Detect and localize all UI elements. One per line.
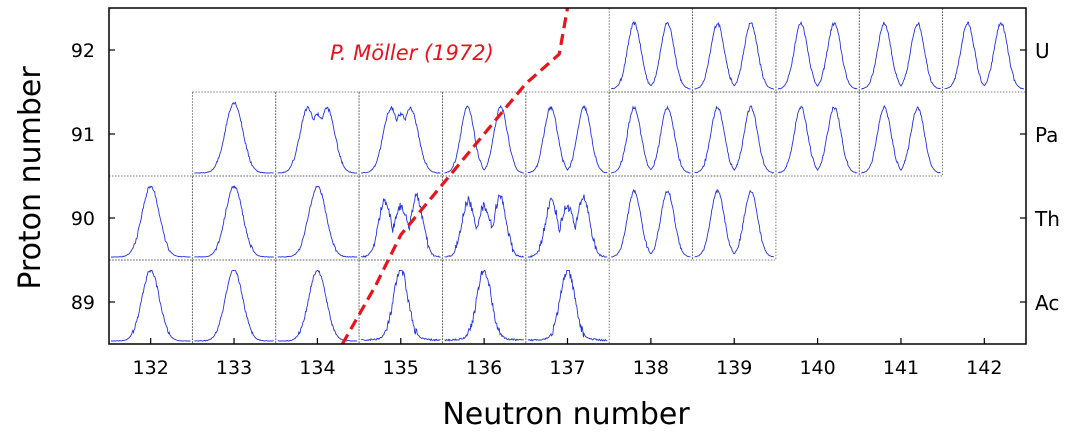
panel-curve-91-136 [444, 104, 524, 174]
panel-frame-91-134 [275, 91, 360, 177]
panel-curve-91-141 [861, 104, 941, 174]
panel-frame-89-132 [108, 259, 193, 345]
panel-frame-90-132 [108, 175, 193, 261]
panel-curve-90-134 [277, 185, 358, 258]
element-label-Pa: Pa [1035, 123, 1058, 147]
panel-frame-90-139 [692, 175, 777, 261]
y-tick-label-89: 89 [71, 292, 95, 314]
panel-frame-90-134 [275, 175, 360, 261]
panel-curve-89-134 [277, 269, 358, 342]
panel-frame-89-137 [525, 259, 610, 345]
moller-curve-layer [341, 7, 570, 345]
panel-frame-91-135 [358, 91, 443, 177]
x-tick-label-138: 138 [633, 357, 669, 379]
panel-frame-90-135 [358, 175, 443, 261]
panel-frame-90-137 [525, 175, 610, 261]
panel-curve-91-133 [194, 101, 274, 174]
panel-curve-89-133 [194, 269, 274, 342]
panel-curve-91-140 [777, 105, 858, 174]
panel-curve-89-137 [527, 269, 608, 342]
panel-curve-91-139 [694, 105, 774, 174]
panel-frame-89-133 [191, 259, 277, 345]
x-tick-label-133: 133 [216, 357, 252, 379]
x-tick-label-140: 140 [799, 357, 835, 379]
panel-curve-90-137 [527, 194, 608, 258]
x-ticks: 132 133 134 135 136 137 138 139 140 141 142 [133, 338, 1002, 379]
panel-frame-89-136 [442, 259, 527, 345]
panel-curve-92-140 [777, 20, 858, 90]
element-label-U: U [1035, 39, 1050, 63]
x-tick-label-142: 142 [966, 357, 1002, 379]
panel-curve-92-141 [861, 21, 941, 90]
panel-curve-90-139 [694, 188, 775, 258]
panel-curve-90-136 [444, 194, 524, 258]
x-tick-label-132: 132 [133, 357, 169, 379]
panel-curve-91-137 [527, 104, 608, 174]
panel-curve-90-135 [360, 192, 441, 258]
x-tick-label-134: 134 [299, 357, 335, 379]
panel-curve-90-132 [111, 185, 191, 258]
y-ticks: 89 90 91 92 [71, 40, 1026, 314]
element-label-Th: Th [1034, 207, 1060, 231]
moller-curve [341, 7, 570, 345]
y-tick-label-90: 90 [71, 208, 95, 230]
panel-curve-91-134 [277, 105, 358, 174]
panel-curve-91-135 [361, 105, 441, 174]
panel-curve-89-136 [444, 269, 524, 342]
panel-frame-91-138 [608, 91, 693, 177]
element-label-Ac: Ac [1035, 291, 1059, 315]
x-tick-label-136: 136 [466, 357, 502, 379]
panel-curve-89-132 [110, 269, 191, 342]
panel-frame-91-136 [442, 91, 527, 177]
panel-curve-90-138 [611, 188, 691, 258]
x-tick-label-139: 139 [716, 357, 752, 379]
y-tick-label-92: 92 [71, 40, 95, 62]
x-axis-title: Neutron number [442, 397, 690, 432]
panel-curve-90-133 [194, 185, 274, 258]
annotation-label: P. Möller (1972) [330, 41, 494, 65]
y-axis-title: Proton number [13, 66, 48, 290]
y-tick-label-91: 91 [71, 124, 95, 146]
panel-curve-92-142 [944, 21, 1025, 90]
panel-frame-89-134 [275, 259, 360, 345]
x-tick-label-137: 137 [549, 357, 585, 379]
panel-curve-89-135 [360, 269, 441, 342]
panel-curve-92-139 [694, 21, 774, 90]
x-tick-label-135: 135 [383, 357, 419, 379]
element-labels: U Pa Th Ac [1034, 39, 1060, 315]
panel-frame-92-140 [775, 7, 860, 93]
x-tick-label-141: 141 [883, 357, 919, 379]
panel-frame-91-140 [775, 91, 860, 177]
panels-layer [108, 7, 1027, 345]
panel-curve-91-138 [610, 105, 691, 174]
panel-curve-92-138 [610, 21, 691, 90]
panel-frame-89-135 [358, 259, 443, 345]
